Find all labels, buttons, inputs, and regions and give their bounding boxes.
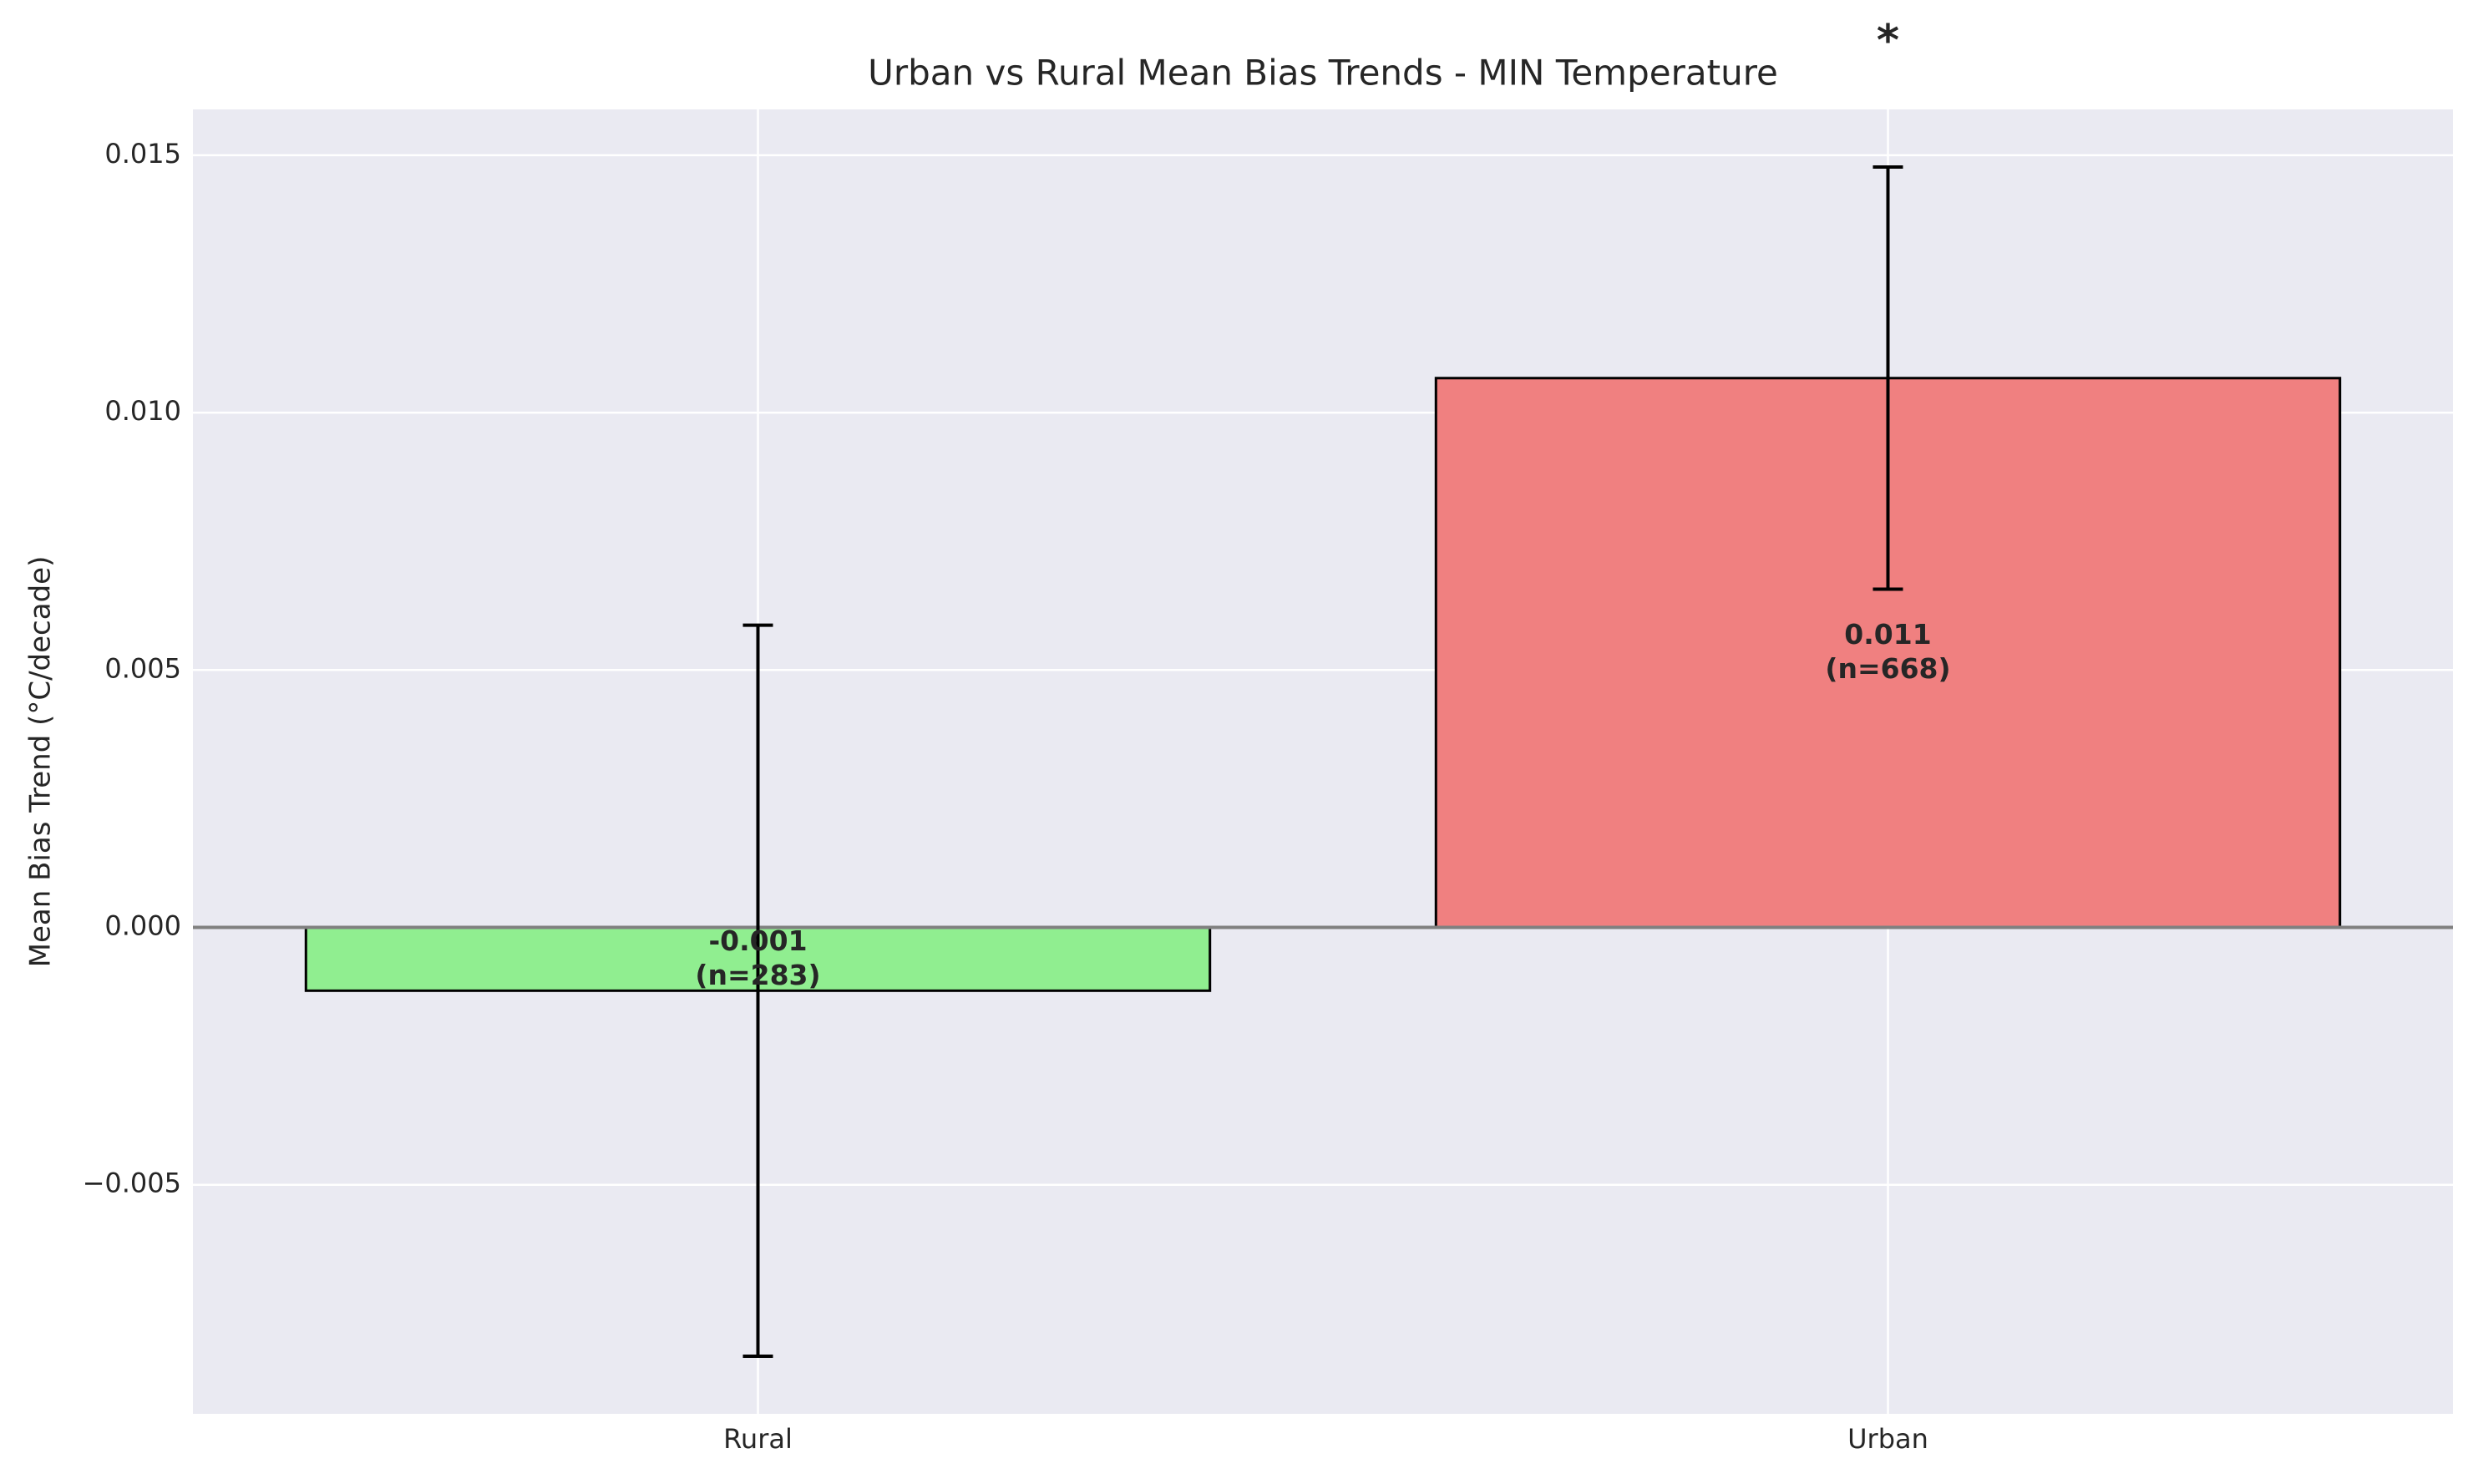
data-label: -0.001	[708, 924, 807, 957]
x-tick-label: Rural	[723, 1423, 793, 1455]
count-label: (n=668)	[1825, 652, 1950, 685]
y-tick-label: 0.010	[104, 395, 181, 427]
y-axis-label: Mean Bias Trend (°C/decade)	[24, 556, 58, 968]
x-tick-label: Urban	[1847, 1423, 1928, 1455]
data-label: 0.011	[1844, 618, 1931, 651]
y-tick-label: 0.005	[104, 652, 181, 684]
significance-marker: *	[1877, 16, 1899, 66]
count-label: (n=283)	[695, 959, 820, 991]
y-tick-label: −0.005	[83, 1167, 181, 1199]
y-tick-label: 0.000	[104, 909, 181, 941]
y-tick-label: 0.015	[104, 138, 181, 170]
chart-title: Urban vs Rural Mean Bias Trends - MIN Te…	[868, 53, 1778, 94]
